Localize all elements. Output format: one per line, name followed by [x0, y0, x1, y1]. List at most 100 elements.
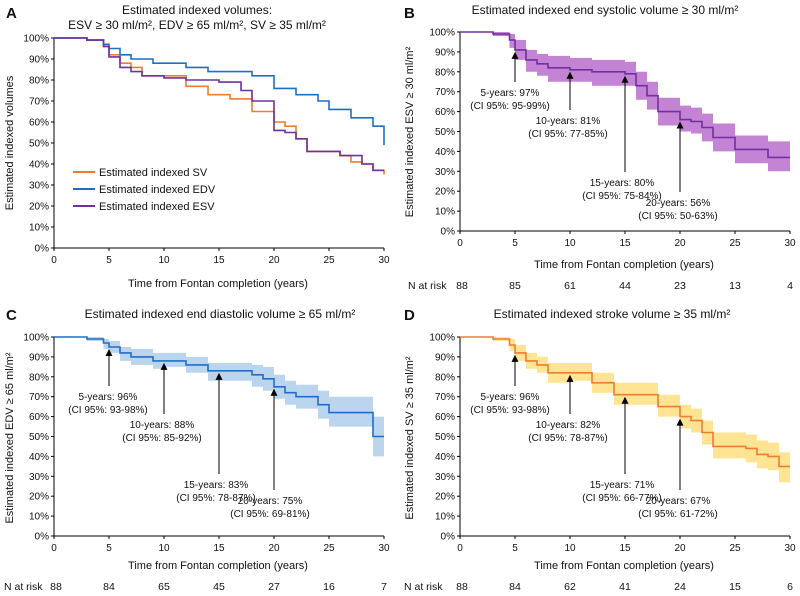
- legend-label-sv: Estimated indexed SV: [99, 167, 208, 179]
- at-risk-value-d: 84: [509, 581, 521, 593]
- y-tick-label-d: 0%: [441, 532, 456, 543]
- annotation-text-d: 15-years: 71%: [590, 480, 655, 491]
- at-risk-value-c: 27: [268, 581, 280, 593]
- at-risk-value-d: 88: [456, 581, 468, 593]
- panel-letter-b: B: [404, 5, 415, 22]
- y-tick-label-a: 70%: [29, 97, 49, 108]
- at-risk-value-d: 24: [674, 581, 686, 593]
- annotation-text-b: 15-years: 80%: [590, 178, 655, 189]
- at-risk-value-d: 41: [619, 581, 631, 593]
- x-tick-label-d: 0: [457, 543, 463, 554]
- y-tick-label-c: 50%: [29, 432, 49, 443]
- at-risk-value-d: 15: [729, 581, 741, 593]
- at-risk-value-c: 16: [323, 581, 335, 593]
- y-tick-label-d: 80%: [435, 372, 455, 383]
- y-tick-label-d: 10%: [435, 512, 455, 523]
- y-tick-label-a: 20%: [29, 202, 49, 213]
- annotation-arrowhead-b: [621, 75, 629, 83]
- annotation-arrowhead-c: [215, 372, 223, 380]
- annotation-arrowhead-d: [511, 354, 519, 362]
- annotation-text-d: 10-years: 82%: [536, 420, 601, 431]
- x-tick-label-b: 15: [619, 238, 631, 249]
- annotation-ci-text-c: (CI 95%: 78-87%): [176, 493, 255, 504]
- risk-label-d: N at risk: [404, 581, 443, 593]
- at-risk-value-d: 6: [787, 581, 793, 593]
- x-tick-label-b: 0: [457, 238, 463, 249]
- y-tick-label-c: 100%: [23, 333, 49, 344]
- x-tick-label-d: 15: [619, 543, 631, 554]
- ylabel-c: Estimated indexed EDV ≥ 65 ml/m²: [4, 352, 16, 523]
- y-tick-label-b: 80%: [435, 67, 455, 78]
- y-tick-label-b: 90%: [435, 47, 455, 58]
- x-tick-label-c: 30: [378, 543, 390, 554]
- y-tick-label-b: 40%: [435, 147, 455, 158]
- at-risk-value-c: 84: [103, 581, 115, 593]
- y-tick-label-d: 20%: [435, 492, 455, 503]
- y-tick-label-d: 90%: [435, 352, 455, 363]
- annotation-ci-text-c: (CI 95%: 69-81%): [230, 509, 309, 520]
- y-tick-label-c: 30%: [29, 472, 49, 483]
- y-tick-label-c: 90%: [29, 352, 49, 363]
- y-tick-label-c: 60%: [29, 412, 49, 423]
- y-tick-label-b: 10%: [435, 207, 455, 218]
- at-risk-value-b: 88: [456, 280, 468, 292]
- xlabel-c: Time from Fontan completion (years): [128, 560, 308, 572]
- y-tick-label-c: 40%: [29, 452, 49, 463]
- x-tick-label-d: 30: [784, 543, 796, 554]
- x-tick-label-c: 25: [323, 543, 335, 554]
- annotation-text-b: 5-years: 97%: [481, 88, 540, 99]
- x-tick-label-b: 20: [674, 238, 686, 249]
- y-tick-label-d: 30%: [435, 472, 455, 483]
- annotation-text-d: 20-years: 67%: [646, 496, 711, 507]
- legend-label-edv: Estimated indexed EDV: [99, 184, 216, 196]
- title-c: Estimated indexed end diastolic volume ≥…: [85, 307, 356, 321]
- y-tick-label-c: 80%: [29, 372, 49, 383]
- title-b: Estimated indexed end systolic volume ≥ …: [472, 3, 739, 17]
- annotation-text-c: 5-years: 96%: [79, 392, 138, 403]
- y-tick-label-a: 0%: [35, 244, 50, 255]
- ci-band-b: [460, 32, 790, 172]
- y-tick-label-d: 50%: [435, 432, 455, 443]
- x-tick-label-d: 25: [729, 543, 741, 554]
- at-risk-value-b: 4: [787, 280, 793, 292]
- x-tick-label-c: 0: [51, 543, 57, 554]
- x-tick-label-a: 25: [323, 255, 335, 266]
- annotation-text-c: 20-years: 75%: [238, 496, 303, 507]
- annotation-arrowhead-d: [621, 396, 629, 404]
- y-tick-label-a: 50%: [29, 139, 49, 150]
- x-tick-label-d: 20: [674, 543, 686, 554]
- x-tick-label-a: 20: [268, 255, 280, 266]
- series-line-esv: [54, 37, 384, 172]
- annotation-ci-text-b: (CI 95%: 75-84%): [582, 191, 661, 202]
- x-tick-label-a: 0: [51, 255, 57, 266]
- chart-marks: 0%10%20%30%40%50%60%70%80%90%100%0 5 10 15 2…: [23, 28, 796, 594]
- at-risk-value-c: 45: [213, 581, 225, 593]
- annotation-arrowhead-c: [105, 348, 113, 356]
- x-tick-label-c: 20: [268, 543, 280, 554]
- annotation-text-b: 20-years: 56%: [646, 198, 711, 209]
- at-risk-value-c: 7: [381, 581, 387, 593]
- annotation-arrowhead-b: [511, 51, 519, 59]
- annotation-ci-text-c: (CI 95%: 93-98%): [68, 405, 147, 416]
- at-risk-value-b: 85: [509, 280, 521, 292]
- annotation-text-c: 10-years: 88%: [130, 420, 195, 431]
- at-risk-value-b: 13: [729, 280, 741, 292]
- annotation-ci-text-d: (CI 95%: 61-72%): [638, 509, 717, 520]
- x-tick-label-d: 5: [512, 543, 518, 554]
- at-risk-value-b: 23: [674, 280, 686, 292]
- x-tick-label-a: 15: [213, 255, 225, 266]
- x-tick-label-b: 30: [784, 238, 796, 249]
- at-risk-value-c: 88: [50, 581, 62, 593]
- at-risk-value-b: 44: [619, 280, 631, 292]
- at-risk-value-b: 61: [564, 280, 576, 292]
- xlabel-a: Time from Fontan completion (years): [128, 278, 308, 290]
- annotation-arrowhead-c: [160, 362, 168, 370]
- x-tick-label-a: 5: [106, 255, 112, 266]
- panel-letter-d: D: [404, 307, 415, 324]
- annotation-ci-text-d: (CI 95%: 78-87%): [528, 433, 607, 444]
- ci-band-d: [460, 337, 790, 483]
- x-tick-label-a: 30: [378, 255, 390, 266]
- annotation-arrowhead-b: [566, 71, 574, 79]
- legend-a: Estimated indexed SV Estimated indexed E…: [73, 167, 216, 213]
